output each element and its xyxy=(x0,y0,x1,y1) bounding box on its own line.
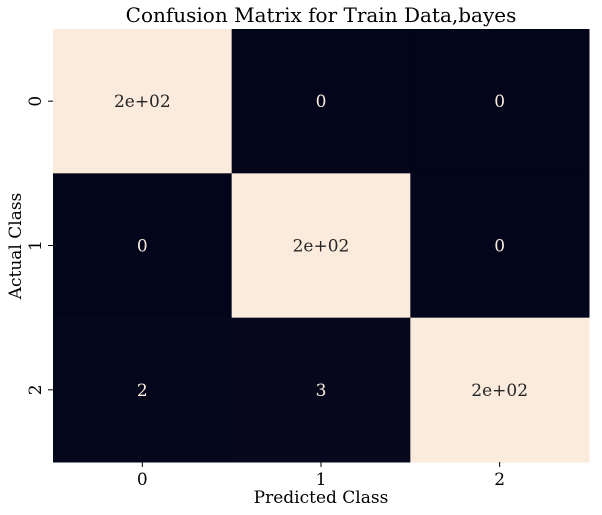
heatmap-cell-r2-c1 xyxy=(231,317,411,463)
heatmap-cell-label-r2-c1: 3 xyxy=(316,381,327,401)
heatmap-cell-label-r2-c2: 2e+02 xyxy=(471,381,528,401)
x-tick-label-1: 1 xyxy=(316,470,327,490)
x-axis-ticks: 0 1 2 xyxy=(137,462,505,490)
heatmap-cell-r2-c0 xyxy=(53,317,233,463)
chart-title: Confusion Matrix for Train Data,bayes xyxy=(126,3,517,27)
heatmap-cell-r0-c2 xyxy=(410,29,590,174)
heatmap-cell-label-r1-c1: 2e+02 xyxy=(293,237,350,257)
y-tick-label-2: 2 xyxy=(26,384,46,395)
heatmap-cell-label-r1-c0: 0 xyxy=(137,237,148,257)
heatmap-cell-label-r1-c2: 0 xyxy=(494,237,505,257)
heatmap-cell-label-r0-c2: 0 xyxy=(494,92,505,112)
heatmap-cell-r0-c1 xyxy=(231,29,411,174)
heatmap-cell-label-r2-c0: 2 xyxy=(137,381,148,401)
heatmap-cell-r2-c2 xyxy=(410,317,590,463)
x-axis-label: Predicted Class xyxy=(254,488,389,508)
x-tick-label-2: 2 xyxy=(494,470,505,490)
y-tick-label-1: 1 xyxy=(26,240,46,251)
y-axis-ticks: 0 1 2 xyxy=(26,96,53,395)
heatmap-cell-label-r0-c0: 2e+02 xyxy=(114,92,171,112)
y-tick-label-0: 0 xyxy=(26,96,46,107)
y-axis-label: Actual Class xyxy=(6,193,26,301)
heatmap-cell-r1-c1 xyxy=(231,173,411,319)
heatmap-cell-r1-c0 xyxy=(53,173,233,319)
heatmap-cell-labels: 2e+02 0 0 0 2e+02 0 2 3 2e+02 xyxy=(114,92,528,401)
x-tick-label-0: 0 xyxy=(137,470,148,490)
heatmap-cells xyxy=(53,29,590,463)
heatmap-cell-r0-c0 xyxy=(53,29,233,174)
heatmap-cell-r1-c2 xyxy=(410,173,590,319)
heatmap-cell-label-r0-c1: 0 xyxy=(316,92,327,112)
